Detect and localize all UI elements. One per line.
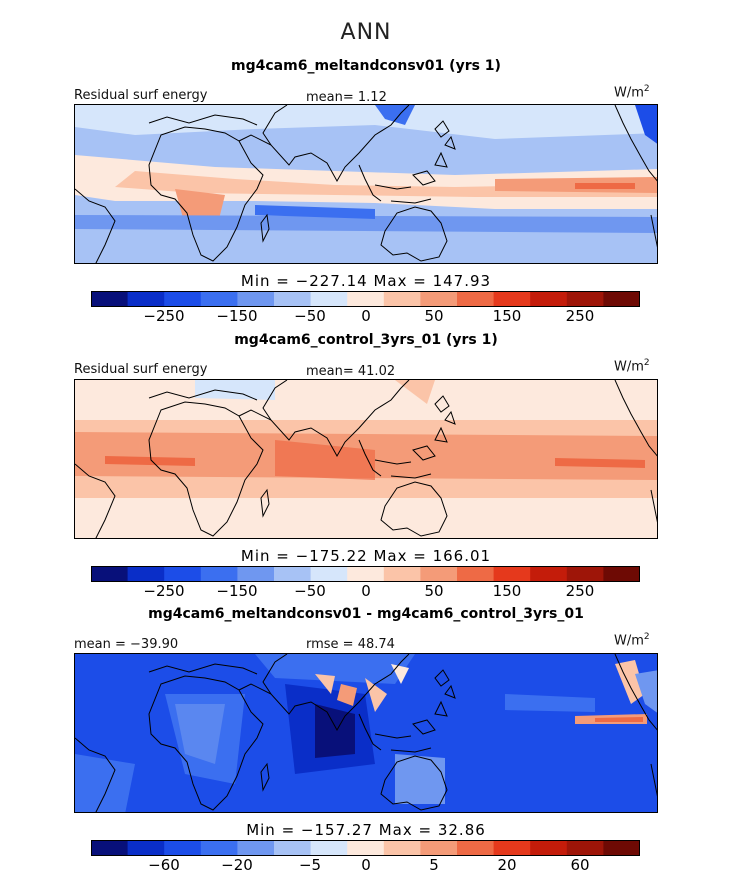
colorbar-border: [91, 840, 640, 856]
panel-3-rmse-label: rmse = 48.74: [306, 637, 395, 652]
panel-2-map: [74, 379, 658, 539]
colorbar-swatch: [347, 291, 385, 307]
colorbar-swatch: [127, 566, 165, 582]
colorbar-swatch: [127, 291, 165, 307]
colorbar-swatch: [200, 566, 238, 582]
panel-2-tick: 50: [424, 582, 444, 600]
panel-1-mean-label: mean= 1.12: [306, 90, 387, 105]
panel-1-map: [74, 104, 658, 264]
panel-1-tick: −250: [143, 307, 185, 325]
panel-3-units: W/m2: [614, 632, 650, 649]
panel-2-colorbar: [91, 566, 640, 582]
colorbar-swatch: [347, 566, 385, 582]
panel-3-tick: −20: [221, 856, 253, 874]
panel-1-colorbar: [91, 291, 640, 307]
panel-1-title: mg4cam6_meltandconsv01 (yrs 1): [231, 58, 501, 74]
panel-2-variable-label: Residual surf energy: [74, 362, 208, 377]
panel-3-tick: 0: [361, 856, 371, 874]
panel-1-minmax: Min = −227.14 Max = 147.93: [240, 272, 492, 290]
colorbar-swatch: [200, 291, 238, 307]
panel-2-mean-label: mean= 41.02: [306, 364, 396, 379]
colorbar-border: [91, 291, 640, 307]
panel-2-title: mg4cam6_control_3yrs_01 (yrs 1): [234, 332, 498, 348]
panel-2-tick: −250: [143, 582, 185, 600]
colorbar-swatch: [237, 291, 275, 307]
panel-1-tick: 150: [492, 307, 522, 325]
colorbar-swatch: [530, 291, 568, 307]
panel-3-tick: −60: [148, 856, 180, 874]
panel-3-mean-label: mean = −39.90: [74, 637, 179, 652]
colorbar-swatch: [91, 566, 129, 582]
panel-1-tick: 0: [361, 307, 371, 325]
panel-3-tick: 60: [570, 856, 590, 874]
colorbar-swatch: [493, 291, 531, 307]
panel-1-tick: 250: [565, 307, 595, 325]
colorbar-swatch: [237, 840, 275, 856]
panel-3-tick: 5: [429, 856, 439, 874]
colorbar-swatch: [347, 840, 385, 856]
colorbar-swatch: [310, 566, 348, 582]
colorbar-swatch: [566, 840, 604, 856]
colorbar-border: [91, 566, 640, 582]
colorbar-swatch: [164, 840, 202, 856]
panel-2-tick: −50: [294, 582, 326, 600]
colorbar-swatch: [164, 291, 202, 307]
panel-1-tick: 50: [424, 307, 444, 325]
colorbar-swatch: [383, 840, 421, 856]
colorbar-swatch: [420, 291, 458, 307]
panel-3-colorbar: [91, 840, 640, 856]
colorbar-swatch: [530, 566, 568, 582]
colorbar-swatch: [91, 291, 129, 307]
colorbar-swatch: [310, 291, 348, 307]
panel-1-colorbar-ticks: −250 −150 −50 0 50 150 250: [91, 307, 640, 325]
colorbar-swatch: [566, 291, 604, 307]
panel-1-tick: −150: [216, 307, 258, 325]
panel-2-colorbar-ticks: −250 −150 −50 0 50 150 250: [91, 582, 640, 600]
colorbar-swatch: [383, 566, 421, 582]
panel-2-tick: 150: [492, 582, 522, 600]
season-title: ANN: [340, 20, 392, 45]
colorbar-swatch: [457, 291, 495, 307]
colorbar-swatch: [603, 291, 640, 307]
panel-1-units: W/m2: [614, 84, 650, 101]
panel-2-tick: 0: [361, 582, 371, 600]
colorbar-swatch: [457, 566, 495, 582]
colorbar-swatch: [603, 566, 640, 582]
panel-3-map: [74, 653, 658, 813]
panel-3-tick: 20: [497, 856, 517, 874]
panel-2-tick: −150: [216, 582, 258, 600]
panel-2-tick: 250: [565, 582, 595, 600]
colorbar-swatch: [530, 840, 568, 856]
colorbar-swatch: [310, 840, 348, 856]
colorbar-swatch: [274, 840, 312, 856]
panel-3-colorbar-ticks: −60 −20 −5 0 5 20 60: [91, 856, 640, 874]
colorbar-swatch: [603, 840, 640, 856]
colorbar-swatch: [566, 566, 604, 582]
colorbar-swatch: [493, 840, 531, 856]
colorbar-swatch: [420, 566, 458, 582]
panel-2-minmax: Min = −175.22 Max = 166.01: [240, 547, 492, 565]
colorbar-swatch: [200, 840, 238, 856]
colorbar-swatch: [493, 566, 531, 582]
panel-3-title: mg4cam6_meltandconsv01 - mg4cam6_control…: [148, 606, 584, 622]
colorbar-swatch: [164, 566, 202, 582]
panel-3-tick: −5: [298, 856, 322, 874]
colorbar-swatch: [237, 566, 275, 582]
colorbar-swatch: [383, 291, 421, 307]
colorbar-swatch: [127, 840, 165, 856]
panel-3-minmax: Min = −157.27 Max = 32.86: [246, 821, 486, 839]
panel-2-units: W/m2: [614, 358, 650, 375]
colorbar-swatch: [420, 840, 458, 856]
colorbar-swatch: [91, 840, 129, 856]
colorbar-swatch: [274, 291, 312, 307]
colorbar-swatch: [274, 566, 312, 582]
panel-1-tick: −50: [294, 307, 326, 325]
panel-1-variable-label: Residual surf energy: [74, 88, 208, 103]
colorbar-swatch: [457, 840, 495, 856]
